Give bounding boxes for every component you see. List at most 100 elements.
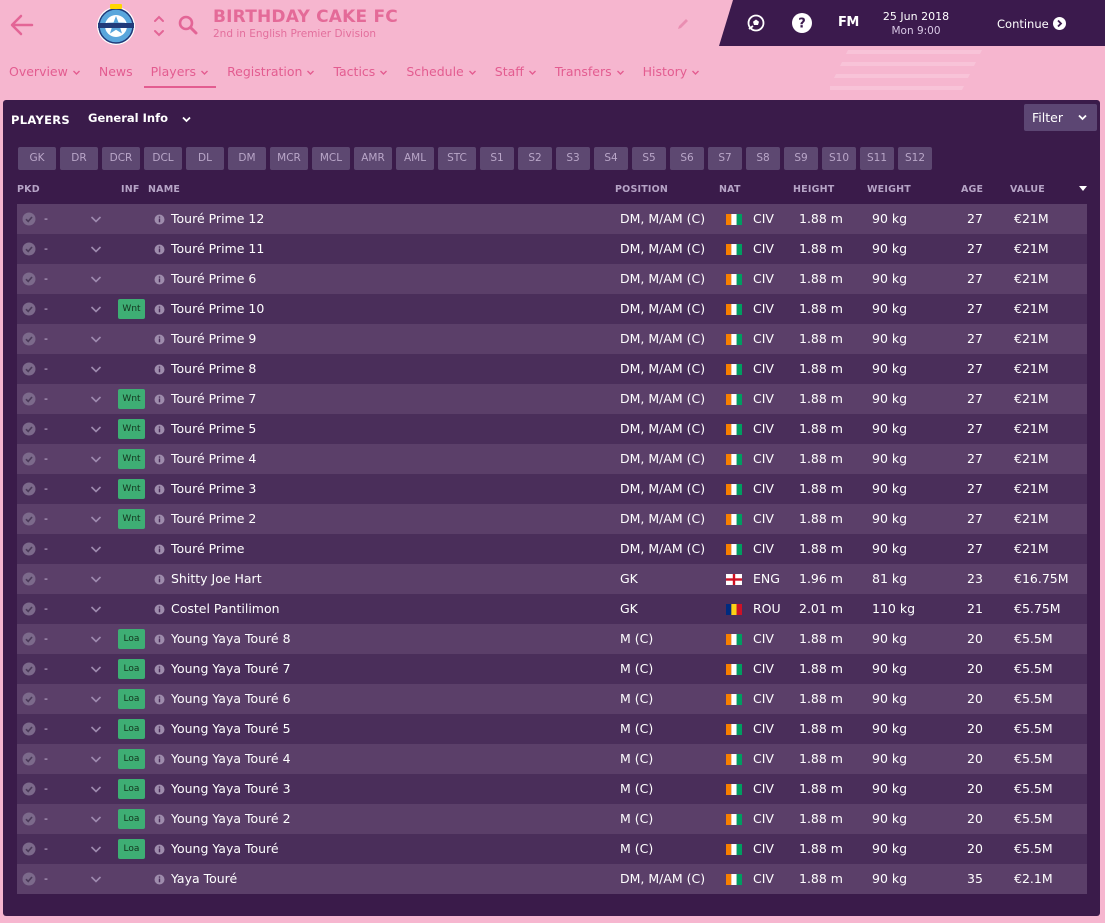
chevron-down-icon[interactable] (90, 544, 102, 554)
info-icon[interactable] (154, 784, 165, 795)
pick-checkbox-icon[interactable] (22, 302, 36, 316)
position-chip-stc[interactable]: STC (438, 147, 476, 170)
table-row[interactable]: - Loa Young Yaya Touré 8 M (C) CIV 1.88 m 90 k… (17, 624, 1087, 654)
info-icon[interactable] (154, 544, 165, 555)
table-row[interactable]: - Loa Young Yaya Touré 3 M (C) CIV 1.88 m 90 k… (17, 774, 1087, 804)
pick-checkbox-icon[interactable] (22, 572, 36, 586)
player-name-link[interactable]: Touré Prime 5 (171, 421, 257, 436)
player-name-link[interactable]: Young Yaya Touré (171, 841, 279, 856)
chevron-down-icon[interactable] (90, 274, 102, 284)
chevron-down-icon[interactable] (90, 244, 102, 254)
player-name-link[interactable]: Touré Prime 4 (171, 451, 257, 466)
player-name-link[interactable]: Touré Prime 8 (171, 361, 257, 376)
nav-schedule[interactable]: Schedule (397, 56, 485, 88)
pick-checkbox-icon[interactable] (22, 242, 36, 256)
column-header-age[interactable]: AGE (961, 184, 984, 195)
player-name-link[interactable]: Touré Prime 9 (171, 331, 257, 346)
position-chip-s6[interactable]: S6 (670, 147, 704, 170)
table-row[interactable]: - Yaya Touré DM, M/AM (C) CIV 1.88 m 90 kg 35 €… (17, 864, 1087, 894)
nav-history[interactable]: History (634, 56, 709, 88)
status-badge[interactable]: Wnt (118, 389, 145, 409)
info-icon[interactable] (154, 604, 165, 615)
chevron-down-icon[interactable] (90, 694, 102, 704)
status-badge[interactable]: Loa (118, 779, 145, 799)
position-chip-s5[interactable]: S5 (632, 147, 666, 170)
table-row[interactable]: - Wnt Touré Prime 7 DM, M/AM (C) CIV 1.88 m 90… (17, 384, 1087, 414)
position-chip-gk[interactable]: GK (18, 147, 56, 170)
player-name-link[interactable]: Young Yaya Touré 3 (171, 781, 291, 796)
chevron-down-icon[interactable] (90, 574, 102, 584)
pick-checkbox-icon[interactable] (22, 602, 36, 616)
info-icon[interactable] (154, 814, 165, 825)
position-chip-dcl[interactable]: DCL (144, 147, 182, 170)
pick-checkbox-icon[interactable] (22, 512, 36, 526)
pick-checkbox-icon[interactable] (22, 752, 36, 766)
pick-checkbox-icon[interactable] (22, 482, 36, 496)
table-row[interactable]: - Loa Young Yaya Touré 5 M (C) CIV 1.88 m 90 k… (17, 714, 1087, 744)
info-icon[interactable] (154, 244, 165, 255)
chevron-down-icon[interactable] (90, 304, 102, 314)
position-chip-s3[interactable]: S3 (556, 147, 590, 170)
player-name-link[interactable]: Young Yaya Touré 5 (171, 721, 291, 736)
player-name-link[interactable]: Touré Prime 6 (171, 271, 257, 286)
info-icon[interactable] (154, 454, 165, 465)
table-row[interactable]: - Loa Young Yaya Touré M (C) CIV 1.88 m 90 kg 2… (17, 834, 1087, 864)
status-badge[interactable]: Loa (118, 689, 145, 709)
table-row[interactable]: - Wnt Touré Prime 3 DM, M/AM (C) CIV 1.88 m 90… (17, 474, 1087, 504)
status-badge[interactable]: Wnt (118, 449, 145, 469)
back-arrow-icon[interactable] (8, 11, 36, 39)
position-chip-s1[interactable]: S1 (480, 147, 514, 170)
football-icon[interactable] (745, 12, 767, 34)
position-chip-aml[interactable]: AML (396, 147, 434, 170)
filter-button[interactable]: Filter (1024, 104, 1097, 131)
info-icon[interactable] (154, 334, 165, 345)
search-icon[interactable] (177, 14, 199, 36)
column-header-nat[interactable]: NAT (719, 184, 741, 195)
continue-arrow-icon[interactable] (1053, 17, 1066, 30)
chevron-down-icon[interactable] (90, 454, 102, 464)
column-header-value[interactable]: VALUE (1010, 184, 1045, 195)
pick-checkbox-icon[interactable] (22, 722, 36, 736)
info-icon[interactable] (154, 664, 165, 675)
sort-descending-icon[interactable] (1079, 186, 1087, 192)
nav-players[interactable]: Players (142, 56, 218, 88)
fm-logo[interactable]: FM (838, 15, 859, 30)
chevron-down-icon[interactable] (90, 364, 102, 374)
position-chip-mcl[interactable]: MCL (312, 147, 350, 170)
chevron-down-icon[interactable] (90, 784, 102, 794)
status-badge[interactable]: Wnt (118, 509, 145, 529)
table-row[interactable]: - Loa Young Yaya Touré 6 M (C) CIV 1.88 m 90 k… (17, 684, 1087, 714)
nav-news[interactable]: News (90, 56, 142, 88)
status-badge[interactable]: Loa (118, 749, 145, 769)
info-icon[interactable] (154, 394, 165, 405)
status-badge[interactable]: Wnt (118, 479, 145, 499)
pick-checkbox-icon[interactable] (22, 452, 36, 466)
info-icon[interactable] (154, 274, 165, 285)
nav-staff[interactable]: Staff (486, 56, 546, 88)
chevron-down-icon[interactable] (181, 114, 192, 125)
position-chip-s10[interactable]: S10 (822, 147, 856, 170)
table-row[interactable]: - Touré Prime 6 DM, M/AM (C) CIV 1.88 m 90 kg… (17, 264, 1087, 294)
position-chip-s2[interactable]: S2 (518, 147, 552, 170)
info-icon[interactable] (154, 424, 165, 435)
player-name-link[interactable]: Young Yaya Touré 2 (171, 811, 291, 826)
player-name-link[interactable]: Yaya Touré (171, 871, 238, 886)
info-icon[interactable] (154, 844, 165, 855)
info-icon[interactable] (154, 364, 165, 375)
chevron-down-icon[interactable] (90, 814, 102, 824)
pick-checkbox-icon[interactable] (22, 212, 36, 226)
position-chip-dr[interactable]: DR (60, 147, 98, 170)
chevron-down-icon[interactable] (90, 394, 102, 404)
player-name-link[interactable]: Touré Prime 10 (171, 301, 265, 316)
pick-checkbox-icon[interactable] (22, 272, 36, 286)
status-badge[interactable]: Loa (118, 719, 145, 739)
status-badge[interactable]: Loa (118, 839, 145, 859)
player-name-link[interactable]: Touré Prime 3 (171, 481, 257, 496)
status-badge[interactable]: Wnt (118, 419, 145, 439)
position-chip-s9[interactable]: S9 (784, 147, 818, 170)
position-chip-s7[interactable]: S7 (708, 147, 742, 170)
chevron-down-icon[interactable] (90, 874, 102, 884)
column-header-inf[interactable]: INF (121, 184, 140, 195)
table-row[interactable]: - Touré Prime 9 DM, M/AM (C) CIV 1.88 m 90 kg… (17, 324, 1087, 354)
pick-checkbox-icon[interactable] (22, 872, 36, 886)
